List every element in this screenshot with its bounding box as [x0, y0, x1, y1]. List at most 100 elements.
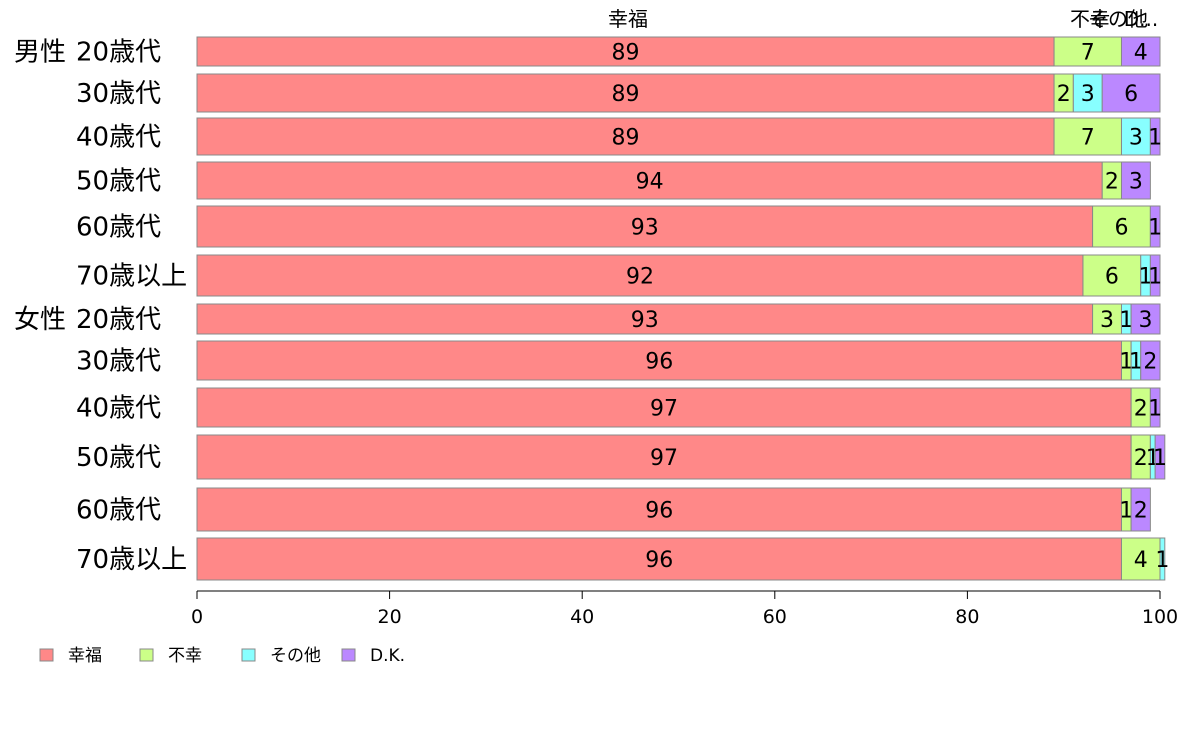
data-label: 89: [612, 82, 640, 107]
row-label: 40歳代: [76, 123, 161, 153]
data-label: 1: [1148, 126, 1162, 151]
bar-segment: [1082, 254, 1142, 297]
x-tick-label: 60: [763, 606, 787, 628]
header-label-3: D...: [1124, 7, 1158, 31]
data-label: 6: [1105, 265, 1119, 290]
bar-segment: [196, 254, 1084, 297]
header-label-2: その他: [1088, 7, 1148, 31]
row-label: 30歳代: [76, 79, 161, 109]
data-label: 89: [612, 41, 640, 66]
data-label: 1: [1129, 350, 1143, 375]
bar-segment: [1149, 387, 1161, 428]
bar-segment: [1149, 205, 1161, 248]
group-label: 女性: [14, 305, 66, 335]
bar-segment: [1120, 537, 1161, 581]
data-label: 1: [1148, 216, 1162, 241]
data-label: 3: [1129, 170, 1143, 195]
row-label: 70歳以上: [76, 262, 187, 292]
bar-segment: [1053, 117, 1122, 156]
bar-segment: [196, 340, 1122, 381]
data-label: 1: [1148, 397, 1162, 422]
x-tick-label: 100: [1142, 606, 1178, 628]
data-label: 2: [1143, 350, 1157, 375]
data-label: 4: [1134, 548, 1148, 573]
data-label: 96: [645, 499, 673, 524]
data-label: 1: [1119, 350, 1133, 375]
row-label: 50歳代: [76, 443, 161, 473]
column-headers: 幸福 不幸その他D...: [608, 7, 1158, 31]
row-label: 60歳代: [76, 213, 161, 243]
data-label: 6: [1114, 216, 1128, 241]
bar-segment: [1120, 161, 1151, 200]
bar-segment: [196, 36, 1055, 67]
data-label: 97: [650, 397, 678, 422]
bar-segment: [1101, 73, 1161, 113]
data-label: 4: [1134, 41, 1148, 66]
row-label: 50歳代: [76, 167, 161, 197]
data-label: 94: [636, 170, 664, 195]
legend-label: D.K.: [370, 646, 405, 666]
data-label: 93: [631, 216, 659, 241]
header-label-0: 幸福: [608, 7, 648, 31]
bar-segment: [1149, 117, 1161, 156]
data-label: 2: [1057, 82, 1071, 107]
data-label: 3: [1100, 308, 1114, 333]
bar-segment: [1130, 303, 1161, 335]
legend-label: 幸福: [68, 646, 102, 666]
data-label: 96: [645, 350, 673, 375]
bar-segment: [1154, 434, 1166, 480]
bar-segment: [196, 434, 1132, 480]
x-tick-label: 40: [570, 606, 594, 628]
x-tick-label: 80: [955, 606, 979, 628]
bar-segment: [1130, 487, 1151, 532]
x-axis: 0 20 40 60 80 100: [191, 590, 1178, 628]
data-label: 3: [1081, 82, 1095, 107]
bar-segment: [196, 303, 1094, 335]
bar-segment: [1149, 254, 1161, 297]
bar-segment: [1140, 340, 1161, 381]
data-label: 2: [1134, 446, 1148, 471]
data-label: 6: [1124, 82, 1138, 107]
legend-swatch: [341, 648, 356, 662]
bar-segment: [196, 537, 1122, 581]
bar-segment: [196, 117, 1055, 156]
bar-segment: [196, 161, 1103, 200]
data-label: 2: [1134, 499, 1148, 524]
bar-segment: [1120, 36, 1161, 67]
legend-label: その他: [270, 646, 321, 666]
data-label: 96: [645, 548, 673, 573]
data-label: 1: [1153, 446, 1167, 471]
data-label: 2: [1105, 170, 1119, 195]
data-label: 7: [1081, 41, 1095, 66]
bar-segment: [196, 73, 1055, 113]
group-label: 男性: [14, 38, 66, 68]
legend-swatch: [139, 648, 154, 662]
data-label: 93: [631, 308, 659, 333]
data-label: 3: [1139, 308, 1153, 333]
data-label: 2: [1134, 397, 1148, 422]
bar-segment: [1159, 537, 1166, 581]
x-tick-label: 0: [191, 606, 203, 628]
data-label: 3: [1129, 126, 1143, 151]
bar-segment: [1120, 117, 1151, 156]
data-label: 97: [650, 446, 678, 471]
legend-swatch: [241, 648, 256, 662]
bar-segment: [1072, 73, 1103, 113]
row-label: 70歳以上: [76, 545, 187, 575]
legend-swatch: [39, 648, 54, 662]
x-tick-label: 20: [378, 606, 402, 628]
row-label: 30歳代: [76, 347, 161, 377]
data-label: 1: [1139, 265, 1153, 290]
bar-segment: [1092, 205, 1151, 248]
row-label: 40歳代: [76, 394, 161, 424]
row-label: 20歳代: [76, 38, 161, 68]
data-label: 89: [612, 126, 640, 151]
data-label: 1: [1148, 265, 1162, 290]
row-label: 20歳代: [76, 305, 161, 335]
data-label: 1: [1119, 499, 1133, 524]
legend-label: 不幸: [168, 646, 202, 666]
data-label: 1: [1155, 548, 1169, 573]
